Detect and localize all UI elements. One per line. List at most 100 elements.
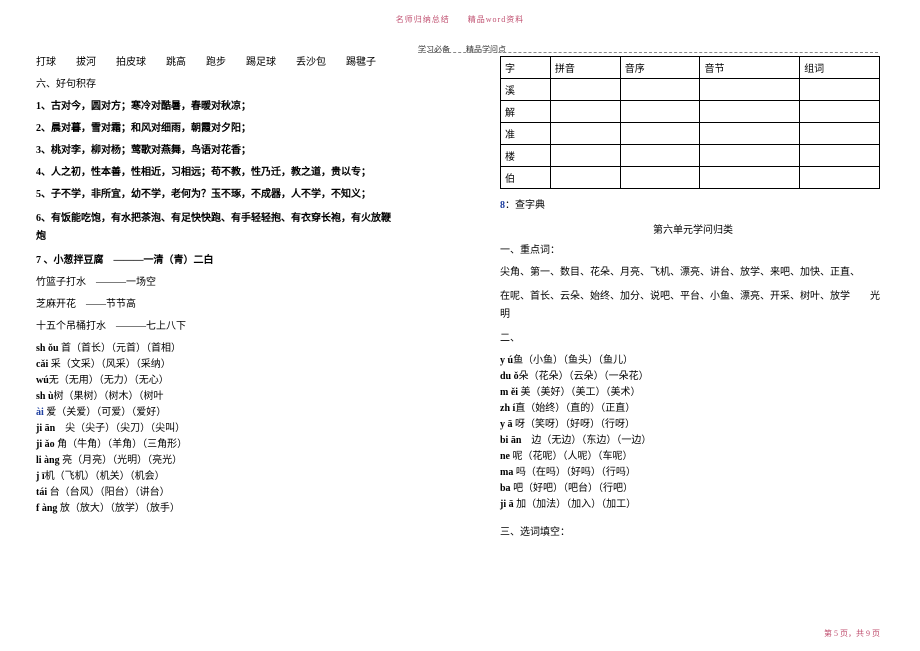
td [550, 79, 620, 101]
td [700, 123, 800, 145]
pinyin: ma [500, 467, 513, 478]
words: 呢（花呢）（人呢）（车呢） [510, 451, 633, 462]
th: 组词 [800, 57, 880, 79]
pinyin: zh í [500, 403, 515, 414]
td [700, 145, 800, 167]
section-heading: 三、选词填空： [500, 526, 886, 540]
words: 角（牛角）（羊角）（三角形） [55, 439, 188, 450]
words: 放（放大）（放学）（放手） [57, 503, 180, 514]
pinyin-line: wú无（无用）（无力）（无心） [36, 374, 396, 388]
td [550, 145, 620, 167]
td [620, 123, 700, 145]
words: 加（加法）（加入）（加工） [514, 499, 637, 510]
th: 音节 [700, 57, 800, 79]
text-line: 4、人之初，性本善，性相近，习相远；苟不教，性乃迁，教之道，贵以专； [36, 166, 396, 180]
pinyin-line: ji ǎo 角（牛角）（羊角）（三角形） [36, 438, 396, 452]
pinyin: ba [500, 483, 511, 494]
th: 拼音 [550, 57, 620, 79]
label: ：查字典 [505, 200, 545, 211]
bold-line: 1、古对今，圆对方；寒冷对酷暑，春暖对秋凉； [36, 101, 251, 112]
section-heading: 一、重点词： [500, 244, 886, 258]
td [800, 123, 880, 145]
pinyin: wú [36, 375, 49, 386]
words: 吗（在吗）（好吗）（行吗） [513, 467, 636, 478]
table-header-row: 字 拼音 音序 音节 组词 [501, 57, 880, 79]
words: 呀（笑呀）（好呀）（行呀） [513, 419, 636, 430]
words: 亮（月亮）（光明）（亮光） [60, 455, 183, 466]
td [620, 101, 700, 123]
words: 无（无用）（无力）（无心） [49, 375, 169, 386]
pinyin-line: tái 台（台风）（阳台）（讲台） [36, 486, 396, 500]
pinyin: j ī [36, 471, 45, 482]
words: 美（美好）（美工）（美术） [518, 387, 641, 398]
pinyin-line: ne 呢（花呢）（人呢）（车呢） [500, 450, 886, 464]
top-header: 名师归纳总结 精品word资料 [0, 14, 920, 25]
td [800, 167, 880, 189]
th: 字 [501, 57, 551, 79]
td: 伯 [501, 167, 551, 189]
pinyin-line: sh ù树（果树）（树木）（树叶 [36, 390, 396, 404]
bold-line: 4、人之初，性本善，性相近，习相远；苟不教，性乃迁，教之道，贵以专； [36, 167, 371, 178]
text-line: 3、桃对李，柳对杨；莺歌对燕舞，鸟语对花香； [36, 144, 396, 158]
pinyin: li àng [36, 455, 60, 466]
pinyin-line: y ā 呀（笑呀）（好呀）（行呀） [500, 418, 886, 432]
text-line: 十五个吊桶打水 ———七上八下 [36, 320, 396, 334]
pinyin-line: m ěi 美（美好）（美工）（美术） [500, 386, 886, 400]
text-line: 8：查字典 [500, 199, 886, 213]
td [550, 101, 620, 123]
pinyin: tái [36, 487, 47, 498]
table-row: 解 [501, 101, 880, 123]
words: 树（果树）（树木）（树叶 [54, 391, 164, 402]
pinyin-line: y ú鱼（小鱼）（鱼头）（鱼儿） [500, 354, 886, 368]
pinyin-line: ji ā 加（加法）（加入）（加工） [500, 498, 886, 512]
td [800, 101, 880, 123]
table-row: 伯 [501, 167, 880, 189]
text-line: 打球 拔河 拍皮球 跳高 跑步 踢足球 丢沙包 踢毽子 [36, 56, 396, 70]
pinyin-line: ba 吧（好吧）（吧台）（行吧） [500, 482, 886, 496]
pinyin: ji ān [36, 423, 55, 434]
dictionary-table: 字 拼音 音序 音节 组词 溪 解 准 楼 伯 [500, 56, 880, 189]
pinyin: cǎi [36, 359, 48, 370]
left-column: 打球 拔河 拍皮球 跳高 跑步 踢足球 丢沙包 踢毽子 六、好句积存 1、古对今… [36, 56, 396, 518]
section-heading: 六、好句积存 [36, 78, 396, 92]
td: 溪 [501, 79, 551, 101]
pinyin: ji ā [500, 499, 514, 510]
td [700, 167, 800, 189]
text-line: 芝麻开花 ——节节高 [36, 298, 396, 312]
td [620, 167, 700, 189]
bold-line: 7 、小葱拌豆腐 ———一清（青）二白 [36, 255, 214, 266]
text-line: 1、古对今，圆对方；寒冷对酷暑，春暖对秋凉； [36, 100, 396, 114]
td [620, 145, 700, 167]
words: 直（始终）（直的）（正直） [515, 403, 635, 414]
words: 机（飞机）（机关）（机会） [45, 471, 165, 482]
td: 准 [501, 123, 551, 145]
td [550, 167, 620, 189]
words: 首（首长）（元首）（首相） [59, 343, 182, 354]
words: 边（无边）（东边）（一边） [521, 435, 651, 446]
pinyin-line: bi ān 边（无边）（东边）（一边） [500, 434, 886, 448]
unit-title: 第六单元学问归类 [500, 221, 886, 236]
page-footer: 第 5 页，共 9 页 [824, 628, 880, 639]
pinyin: ne [500, 451, 510, 462]
text-line: 2、晨对暮，雪对霜；和风对细雨，朝霞对夕阳； [36, 122, 396, 136]
text-line: 在呢、首长、云朵、始终、加分、说吧、平台、小鱼、漂亮、开采、树叶、放学 光明 [500, 288, 886, 324]
pinyin: du ǒ [500, 371, 519, 382]
dashed-divider [418, 52, 878, 53]
pinyin-line: j ī机（飞机）（机关）（机会） [36, 470, 396, 484]
text-line: 5、子不学，非所宜，幼不学，老何为？玉不琢，不成器，人不学，不知义； [36, 188, 396, 202]
bold-line: 5、子不学，非所宜，幼不学，老何为？玉不琢，不成器，人不学，不知义； [36, 189, 371, 200]
text-line: 竹篮子打水 ———一场空 [36, 276, 396, 290]
words: 鱼（小鱼）（鱼头）（鱼儿） [513, 355, 633, 366]
words: 朵（花朵）（云朵）（一朵花） [519, 371, 649, 382]
text-line: 7 、小葱拌豆腐 ———一清（青）二白 [36, 254, 396, 268]
td [550, 123, 620, 145]
pinyin-line: zh í直（始终）（直的）（正直） [500, 402, 886, 416]
bold-line: 3、桃对李，柳对杨；莺歌对燕舞，鸟语对花香； [36, 145, 251, 156]
pinyin-line: li àng 亮（月亮）（光明）（亮光） [36, 454, 396, 468]
pinyin-line: ma 吗（在吗）（好吗）（行吗） [500, 466, 886, 480]
text-line: 尖角、第一、数目、花朵、月亮、飞机、漂亮、讲台、放学、来吧、加快、正直、 [500, 266, 886, 280]
pinyin-line: du ǒ朵（花朵）（云朵）（一朵花） [500, 370, 886, 384]
pinyin-line: cǎi 采（文采）（风采）（采纳） [36, 358, 396, 372]
right-column: 字 拼音 音序 音节 组词 溪 解 准 楼 伯 8：查字典 第六单元学问归类 一… [500, 56, 886, 548]
words: 吧（好吧）（吧台）（行吧） [511, 483, 634, 494]
